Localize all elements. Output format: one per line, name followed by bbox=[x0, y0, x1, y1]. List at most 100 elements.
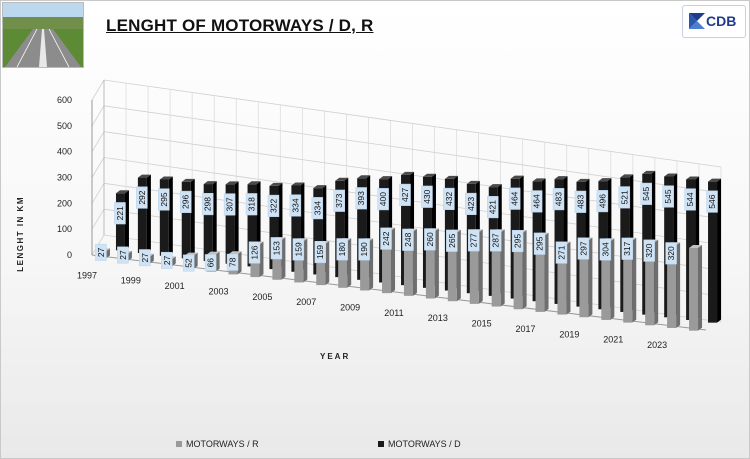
y-tick-label: 100 bbox=[57, 224, 72, 234]
data-label-d: 373 bbox=[334, 193, 344, 207]
data-label-d: 544 bbox=[685, 192, 695, 206]
data-label-d-box bbox=[574, 190, 587, 213]
data-label-r: 159 bbox=[293, 242, 303, 256]
gridline bbox=[91, 79, 105, 101]
data-label-r: 304 bbox=[600, 242, 610, 256]
data-label-d: 292 bbox=[137, 190, 147, 204]
legend-swatch-d bbox=[378, 441, 384, 447]
data-label-d-box bbox=[158, 188, 170, 211]
data-label-d: 430 bbox=[422, 189, 432, 203]
cdb-logo-icon bbox=[689, 13, 705, 29]
data-label-r: 27 bbox=[96, 247, 106, 257]
data-label-d-box bbox=[530, 190, 543, 213]
data-label-r: 295 bbox=[535, 236, 545, 250]
data-label-r-box bbox=[226, 253, 239, 271]
data-label-r-box bbox=[468, 229, 480, 252]
data-label-d: 322 bbox=[268, 199, 278, 213]
data-label-r: 27 bbox=[162, 255, 172, 265]
data-label-r: 242 bbox=[381, 231, 391, 245]
data-label-r: 126 bbox=[249, 245, 259, 259]
data-label-r: 277 bbox=[469, 233, 479, 247]
data-label-d: 221 bbox=[115, 206, 125, 220]
bar-motorways-d bbox=[225, 181, 239, 264]
data-label-d-box bbox=[508, 187, 521, 210]
data-label-r-box bbox=[533, 232, 546, 255]
data-label-d-box bbox=[311, 197, 324, 220]
data-label-r-box bbox=[95, 243, 107, 261]
gridline bbox=[91, 183, 105, 204]
x-tick-label: 2007 bbox=[296, 297, 316, 307]
x-tick-label: 2021 bbox=[603, 335, 623, 345]
gridline bbox=[91, 105, 105, 127]
data-label-d: 318 bbox=[247, 197, 257, 211]
data-label-d-box bbox=[706, 190, 718, 213]
data-label-d-box bbox=[399, 183, 411, 206]
data-label-d-box bbox=[684, 188, 696, 211]
data-label-r: 78 bbox=[228, 257, 238, 267]
data-label-r-box bbox=[270, 237, 283, 260]
data-label-d-box bbox=[443, 187, 455, 210]
data-label-d-box bbox=[465, 192, 477, 215]
data-label-d-box bbox=[618, 186, 631, 209]
data-label-d: 296 bbox=[181, 195, 191, 209]
data-label-d-box bbox=[136, 186, 148, 209]
data-label-r-box bbox=[489, 229, 502, 252]
data-label-r: 320 bbox=[666, 246, 676, 260]
legend-item-d: MOTORWAYS / D bbox=[378, 439, 461, 449]
data-label-r: 27 bbox=[118, 250, 128, 260]
data-label-r: 180 bbox=[337, 242, 347, 256]
data-label-r: 287 bbox=[491, 233, 501, 247]
data-label-d: 521 bbox=[619, 190, 629, 204]
data-label-r-box bbox=[511, 229, 524, 253]
data-label-r-box bbox=[643, 239, 655, 262]
data-label-r-box bbox=[577, 237, 590, 260]
data-label-d-box bbox=[662, 185, 674, 208]
legend-item-r: MOTORWAYS / R bbox=[176, 439, 259, 449]
page-title: LENGHT OF MOTORWAYS / D, R bbox=[106, 16, 374, 35]
data-label-d-box bbox=[201, 193, 214, 216]
data-label-r: 271 bbox=[556, 245, 566, 259]
data-label-r: 153 bbox=[271, 241, 281, 255]
gridline bbox=[91, 131, 105, 152]
y-tick-label: 300 bbox=[57, 173, 72, 183]
data-label-d: 464 bbox=[510, 191, 520, 205]
y-axis-label: LENGHT IN KM bbox=[16, 196, 25, 272]
data-label-d: 423 bbox=[466, 197, 476, 211]
data-label-r-box bbox=[380, 227, 392, 250]
data-label-d: 427 bbox=[400, 187, 410, 201]
data-label-r: 265 bbox=[447, 233, 457, 247]
data-label-d: 400 bbox=[378, 192, 388, 206]
data-label-r-box bbox=[161, 251, 173, 269]
data-label-d: 432 bbox=[444, 192, 454, 206]
data-label-r: 260 bbox=[425, 232, 435, 246]
bar-motorways-d bbox=[181, 178, 195, 259]
data-label-r-box bbox=[555, 241, 568, 264]
data-label-r-box bbox=[117, 246, 129, 264]
data-label-r-box bbox=[182, 254, 195, 272]
data-label-d-box bbox=[640, 182, 652, 205]
data-label-d: 496 bbox=[597, 194, 607, 208]
data-label-d-box bbox=[245, 193, 258, 216]
data-label-r-box bbox=[599, 238, 612, 261]
y-tick-label: 0 bbox=[67, 250, 72, 260]
x-tick-label: 1997 bbox=[77, 270, 97, 280]
data-label-r: 317 bbox=[622, 241, 632, 255]
data-label-d-box bbox=[180, 190, 192, 213]
data-label-r-box bbox=[336, 238, 348, 261]
data-label-r-box bbox=[424, 228, 436, 251]
data-label-r: 52 bbox=[184, 258, 194, 268]
x-tick-label: 2017 bbox=[516, 324, 536, 334]
x-tick-label: 2013 bbox=[428, 313, 448, 323]
data-label-d: 334 bbox=[290, 198, 300, 212]
data-label-d: 545 bbox=[663, 189, 673, 203]
data-label-d-box bbox=[289, 194, 302, 217]
gridline bbox=[91, 208, 105, 230]
bar-motorways-d bbox=[137, 174, 151, 254]
y-tick-label: 200 bbox=[57, 198, 72, 208]
data-label-d: 483 bbox=[554, 192, 564, 206]
data-label-d: 307 bbox=[225, 197, 235, 211]
data-label-d: 295 bbox=[159, 192, 169, 206]
y-tick-label: 400 bbox=[57, 147, 72, 157]
data-label-r-box bbox=[314, 241, 326, 264]
data-label-d: 546 bbox=[707, 194, 717, 208]
